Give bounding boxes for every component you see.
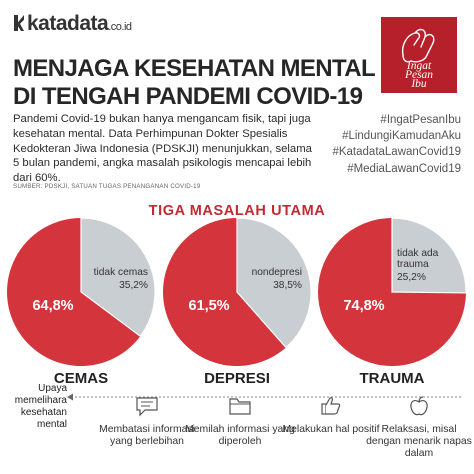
pie-category-label: TRAUMA — [359, 370, 425, 387]
pie-main-value-label: 74,8% — [343, 298, 384, 314]
pie-rest-category-label: nondepresi — [252, 267, 302, 278]
hashtag[interactable]: #LindungiKamudanAku — [342, 130, 461, 143]
ingat-pesan-ibu-badge: Ingat Pesan Ibu — [381, 17, 457, 93]
step-text: Membatasi informasi yang berlebihan — [99, 424, 195, 447]
step-item: Memilah informasi yang diperoleh — [185, 395, 295, 448]
katadata-logo: katadata.co.id — [14, 12, 132, 36]
pie-rest-value-label: 38,5% — [273, 280, 302, 291]
hashtag[interactable]: #KatadataLawanCovid19 — [332, 146, 461, 159]
step-text: Relaksasi, misal dengan menarik napas da… — [366, 424, 472, 459]
page-title-line-1: MENJAGA KESEHATAN MENTAL — [13, 55, 376, 82]
katadata-k-mark — [14, 15, 24, 31]
hashtag[interactable]: #MediaLawanCovid19 — [347, 162, 461, 175]
step-text: Melakukan hal positif — [282, 424, 380, 435]
badge-line-1: Ingat — [406, 60, 432, 72]
pie-slice-rest — [236, 217, 312, 349]
pie-slice-main — [163, 218, 286, 367]
steps-arrow — [67, 393, 463, 401]
pie-rest-value-label: 25,2% — [397, 272, 426, 283]
pie-rest-category-label: tidak cemas — [94, 267, 148, 278]
steps-label: Upaya memelihara kesehatan mental — [14, 383, 67, 430]
step-item: Membatasi informasi yang berlebihan — [92, 395, 202, 448]
intro-paragraph: Pandemi Covid-19 bukan hanya mengancam f… — [13, 113, 312, 185]
badge-line-2: Pesan — [404, 69, 434, 81]
pie-slice-rest — [391, 217, 467, 294]
thumbs-up-icon — [321, 397, 341, 415]
folder-icon — [229, 398, 251, 415]
hashtag[interactable]: #IngatPesanIbu — [380, 114, 461, 126]
pie-category-label: DEPRESI — [204, 370, 270, 387]
hashtag-list: #IngatPesanIbu #LindungiKamudanAku #Kata… — [332, 112, 461, 177]
pie-slice-rest — [80, 217, 156, 338]
pie-main-value-label: 61,5% — [188, 298, 229, 314]
step-item: Relaksasi, misal dengan menarik napas da… — [364, 395, 474, 460]
page-title-line-2: DI TENGAH PANDEMI COVID-19 — [13, 83, 363, 110]
pie-slice-main — [7, 218, 141, 366]
chart-title: TIGA MASALAH UTAMA — [148, 203, 326, 219]
speech-bubble-icon — [136, 397, 158, 417]
hand-icon — [401, 28, 435, 63]
step-item: Melakukan hal positif — [276, 395, 386, 436]
badge-line-3: Ibu — [411, 78, 427, 90]
pie-rest-category-label: tidak ada — [397, 248, 439, 259]
source-note: SUMBER: PDSKJI, SATUAN TUGAS PENANGANAN … — [13, 183, 201, 190]
apple-icon — [410, 396, 428, 416]
step-text: Memilah informasi yang diperoleh — [185, 424, 295, 447]
pie-rest-value-label: 35,2% — [119, 280, 148, 291]
pie-category-label: CEMAS — [53, 370, 109, 387]
pie-main-value-label: 64,8% — [32, 298, 73, 314]
pie-rest-category-label: trauma — [397, 259, 429, 270]
